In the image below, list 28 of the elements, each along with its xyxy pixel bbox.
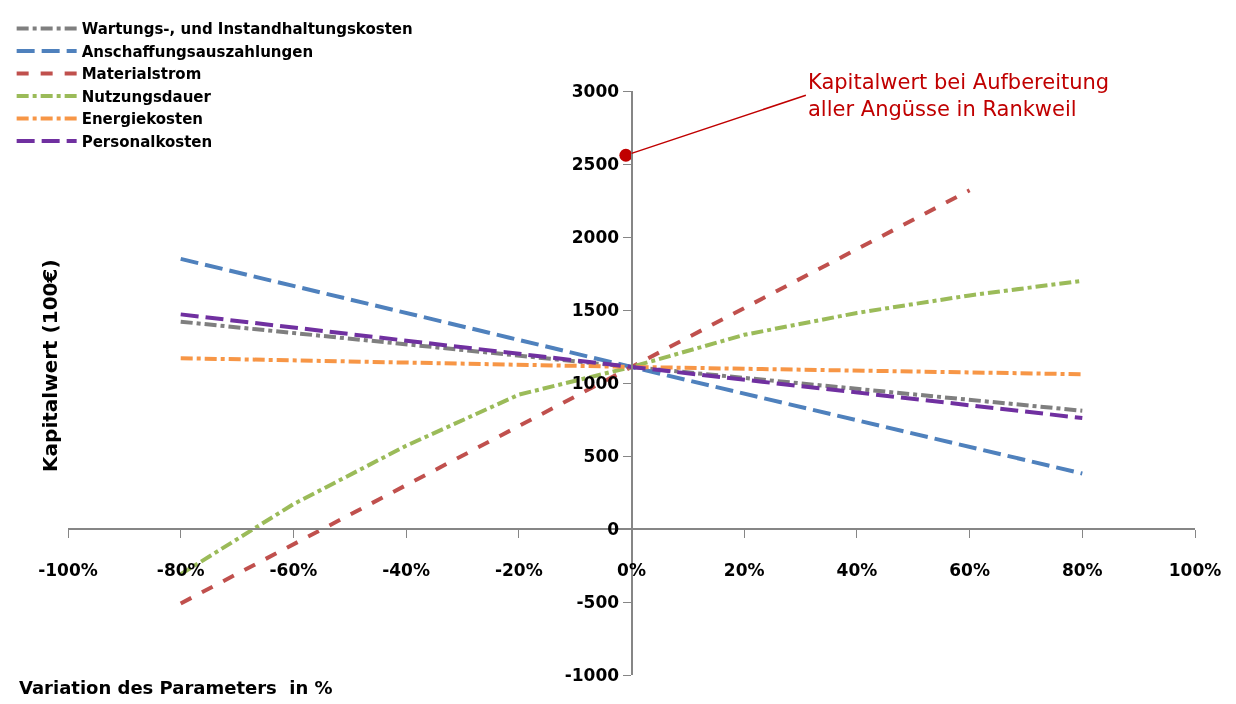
x-tick-label: 0% xyxy=(617,560,646,581)
x-tick-label: -40% xyxy=(382,560,430,581)
y-tick-label: 1000 xyxy=(571,372,620,393)
x-tick-label: -100% xyxy=(38,560,98,581)
y-tick-label: 3000 xyxy=(571,80,620,101)
annotation: Kapitalwert bei Aufbereitung aller Angüsse in Rankweil xyxy=(808,70,1110,122)
x-tick-label: 100% xyxy=(1168,560,1222,581)
legend-label: Energiekosten xyxy=(81,110,204,129)
legend-label: Personalkosten xyxy=(81,132,213,151)
legend-label: Wartungs-, und Instandhaltungskosten xyxy=(81,20,413,39)
y-tick-label: 1500 xyxy=(571,299,620,320)
y-tick-label: 2000 xyxy=(571,226,620,247)
y-tick-label: -1000 xyxy=(564,664,620,685)
legend-label: Anschaffungsauszahlungen xyxy=(81,42,314,61)
x-tick-label: -60% xyxy=(269,560,318,581)
y-tick-label: 0 xyxy=(607,518,620,539)
y-tick-label: 500 xyxy=(583,445,620,466)
y-tick-label: -500 xyxy=(576,591,620,612)
legend-label: Materialstrom xyxy=(81,65,202,84)
x-tick-label: 80% xyxy=(1061,560,1103,581)
x-tick-label: 20% xyxy=(723,560,765,581)
y-axis-title: Kapitalwert (100€) xyxy=(37,259,62,472)
x-tick-label: 60% xyxy=(949,560,990,581)
x-tick-label: 40% xyxy=(836,560,878,581)
y-tick-label: 2500 xyxy=(571,153,620,174)
x-tick-label: -20% xyxy=(494,560,543,581)
legend-label: Nutzungsdauer xyxy=(81,87,212,106)
x-axis-title: Variation des Parameters in % xyxy=(19,677,333,698)
